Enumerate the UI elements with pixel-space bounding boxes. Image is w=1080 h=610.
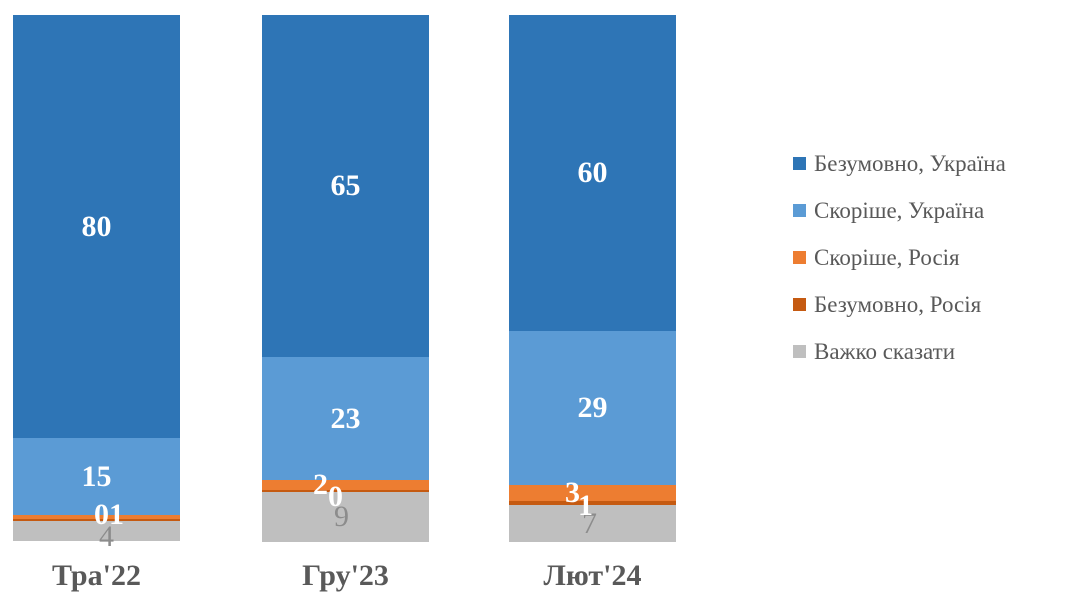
segment-data-label: 23 xyxy=(330,401,361,435)
bar-segment xyxy=(509,485,676,501)
segment-data-label: 7 xyxy=(582,506,597,540)
legend-item: Скоріше, Росія xyxy=(793,234,1006,281)
bar-segment xyxy=(509,505,676,542)
legend-color-swatch-icon xyxy=(793,157,806,170)
bar-segment xyxy=(509,501,676,505)
legend-item: Скоріше, Україна xyxy=(793,187,1006,234)
segment-data-label: 2 xyxy=(313,468,328,501)
legend-color-swatch-icon xyxy=(793,298,806,311)
segment-data-label: 1 xyxy=(578,489,593,522)
x-axis-label: Гру'23 xyxy=(302,559,389,592)
bar-segment xyxy=(262,480,429,490)
segment-data-label: 4 xyxy=(99,520,114,553)
bar-segment xyxy=(262,357,429,480)
bar-segment xyxy=(13,521,180,541)
segment-data-label: 0 xyxy=(94,498,109,531)
bar-segment xyxy=(13,15,180,438)
legend-label: Скоріше, Україна xyxy=(814,197,985,223)
bar-segment xyxy=(13,438,180,515)
segment-data-label: 1 xyxy=(109,498,124,531)
legend: Безумовно, Україна Скоріше, Україна Скоріш… xyxy=(793,140,1006,375)
bar-segment xyxy=(13,519,180,521)
bar-segment xyxy=(13,515,180,519)
bar-segment xyxy=(262,15,429,357)
segment-data-label: 9 xyxy=(334,500,349,533)
legend-label: Безумовно, Україна xyxy=(814,150,1006,176)
segment-data-label: 15 xyxy=(81,459,112,493)
segment-data-label: 60 xyxy=(577,156,608,189)
bar-segment xyxy=(262,492,429,542)
legend-color-swatch-icon xyxy=(793,204,806,217)
legend-label: Важко сказати xyxy=(814,338,955,364)
legend-color-swatch-icon xyxy=(793,251,806,264)
legend-item: Безумовно, Україна xyxy=(793,140,1006,187)
segment-data-label: 0 xyxy=(328,480,343,513)
legend-item: Важко сказати xyxy=(793,328,1006,375)
bar-segment xyxy=(262,490,429,492)
bar-segment xyxy=(509,15,676,331)
legend-item: Безумовно, Росія xyxy=(793,281,1006,328)
segment-data-label: 80 xyxy=(81,209,112,243)
bar-segment xyxy=(509,331,676,485)
legend-color-swatch-icon xyxy=(793,345,806,358)
x-axis-label: Лют'24 xyxy=(543,559,642,592)
segment-data-label: 3 xyxy=(565,476,580,509)
segment-data-label: 65 xyxy=(330,169,361,202)
legend-label: Безумовно, Росія xyxy=(814,291,982,317)
segment-data-label: 29 xyxy=(577,391,608,424)
x-axis-label: Тра'22 xyxy=(52,559,141,592)
legend-label: Скоріше, Росія xyxy=(814,244,960,270)
